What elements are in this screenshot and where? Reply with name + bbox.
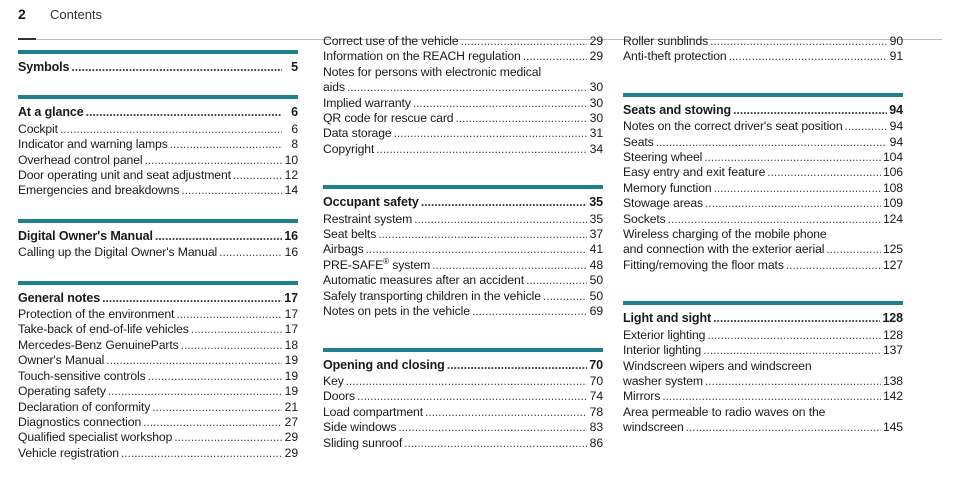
header-rule-accent: [18, 38, 36, 40]
toc-entry[interactable]: Data storage31: [323, 126, 603, 141]
toc-section: At a glance6 Cockpit6 Indicator and warn…: [18, 95, 298, 198]
toc-entry[interactable]: Operating safety19: [18, 384, 298, 399]
toc-heading[interactable]: Light and sight128: [623, 311, 903, 326]
toc-column-3: Roller sunblinds90 Anti-theft protection…: [623, 34, 903, 456]
toc-entry[interactable]: Overhead control panel10: [18, 153, 298, 168]
section-bar: [323, 347, 603, 352]
toc-entry[interactable]: QR code for rescue card30: [323, 111, 603, 126]
toc-section: Opening and closing70 Key70 Doors74 Load…: [323, 347, 603, 451]
toc-entry[interactable]: Automatic measures after an accident50: [323, 273, 603, 288]
toc-entry[interactable]: Restraint system35: [323, 212, 603, 227]
toc-entry[interactable]: Anti-theft protection91: [623, 49, 903, 64]
toc-entry[interactable]: Sliding sunroof86: [323, 436, 603, 451]
toc-section-continued: Correct use of the vehicle29 Information…: [323, 34, 603, 157]
toc-entry[interactable]: Notes on pets in the vehicle69: [323, 304, 603, 319]
toc-section: Occupant safety35 Restraint system35 Sea…: [323, 185, 603, 319]
toc-entry-line[interactable]: Notes for persons with electronic medica…: [323, 64, 542, 79]
toc-entry[interactable]: Doors74: [323, 389, 603, 404]
toc-entry[interactable]: Vehicle registration29: [18, 446, 298, 461]
toc-entry[interactable]: Door operating unit and seat adjustment1…: [18, 168, 298, 183]
toc-entry[interactable]: Take-back of end-of-life vehicles17: [18, 322, 298, 337]
toc-entry[interactable]: and connection with the exterior aerial1…: [623, 242, 903, 257]
toc-entry[interactable]: Side windows83: [323, 420, 603, 435]
section-bar: [18, 50, 298, 54]
toc-entry-line[interactable]: Area permeable to radio waves on the: [623, 404, 826, 419]
toc-section: General notes17 Protection of the enviro…: [18, 280, 298, 461]
toc-heading[interactable]: Digital Owner's Manual16: [18, 229, 298, 244]
toc-entry[interactable]: Notes on the correct driver's seat posit…: [623, 119, 903, 134]
toc-entry[interactable]: Correct use of the vehicle29: [323, 34, 603, 49]
toc-entry[interactable]: Mercedes-Benz GenuineParts18: [18, 338, 298, 353]
toc-entry-line[interactable]: Windscreen wipers and windscreen: [623, 358, 812, 373]
toc-entry[interactable]: Emergencies and breakdowns14: [18, 183, 298, 198]
toc-entry[interactable]: Roller sunblinds90: [623, 34, 903, 49]
toc-entry[interactable]: Mirrors142: [623, 389, 903, 404]
toc-entry[interactable]: Interior lighting137: [623, 343, 903, 358]
toc-entry[interactable]: Information on the REACH regulation29: [323, 49, 603, 64]
toc-heading[interactable]: Occupant safety35: [323, 195, 603, 210]
toc-entry[interactable]: Qualified specialist workshop29: [18, 430, 298, 445]
toc-section: Seats and stowing94 Notes on the correct…: [623, 92, 903, 273]
toc-section: Symbols5: [18, 50, 298, 75]
toc-entry[interactable]: Implied warranty30: [323, 96, 603, 111]
section-bar: [18, 218, 298, 223]
toc-entry[interactable]: Seat belts37: [323, 227, 603, 242]
toc-entry[interactable]: Cockpit6: [18, 122, 298, 137]
toc-entry[interactable]: Load compartment78: [323, 405, 603, 420]
toc-heading[interactable]: Seats and stowing94: [623, 103, 903, 118]
toc-entry-line[interactable]: Wireless charging of the mobile phone: [623, 227, 827, 242]
toc-heading[interactable]: Symbols5: [18, 60, 298, 75]
section-bar: [623, 301, 903, 306]
section-bar: [18, 95, 298, 100]
section-bar: [18, 280, 298, 285]
toc-entry[interactable]: Indicator and warning lamps8: [18, 137, 298, 152]
toc-entry[interactable]: Exterior lighting128: [623, 328, 903, 343]
section-bar: [623, 92, 903, 97]
toc-entry[interactable]: aids30: [323, 80, 603, 95]
toc-heading[interactable]: At a glance6: [18, 105, 298, 120]
toc-section-continued: Roller sunblinds90 Anti-theft protection…: [623, 34, 903, 65]
toc-entry[interactable]: Sockets124: [623, 212, 903, 227]
toc-entry[interactable]: Calling up the Digital Owner's Manual16: [18, 245, 298, 260]
toc-column-1: Symbols5 At a glance6 Cockpit6 Indicator…: [18, 50, 298, 481]
section-bar: [323, 185, 603, 190]
toc-entry[interactable]: PRE-SAFE® system48: [323, 257, 603, 273]
toc-section: Light and sight128 Exterior lighting128 …: [623, 301, 903, 435]
toc-entry[interactable]: Steering wheel104: [623, 150, 903, 165]
toc-entry[interactable]: Owner's Manual19: [18, 353, 298, 368]
toc-entry[interactable]: Safely transporting children in the vehi…: [323, 289, 603, 304]
page-header: 2 Contents: [18, 6, 942, 40]
toc-entry[interactable]: Airbags41: [323, 242, 603, 257]
toc-heading[interactable]: General notes17: [18, 291, 298, 306]
toc-entry[interactable]: Fitting/removing the floor mats127: [623, 258, 903, 273]
toc-entry[interactable]: Touch-sensitive controls19: [18, 369, 298, 384]
toc-entry[interactable]: Diagnostics connection27: [18, 415, 298, 430]
toc-entry[interactable]: Copyright34: [323, 142, 603, 157]
toc-entry[interactable]: Memory function108: [623, 181, 903, 196]
toc-entry[interactable]: washer system138: [623, 374, 903, 389]
page-number: 2: [18, 6, 26, 22]
toc-entry[interactable]: Protection of the environment17: [18, 307, 298, 322]
toc-entry[interactable]: Seats94: [623, 135, 903, 150]
toc-heading[interactable]: Opening and closing70: [323, 358, 603, 373]
toc-section: Digital Owner's Manual16 Calling up the …: [18, 218, 298, 261]
toc-entry[interactable]: Declaration of conformity21: [18, 400, 298, 415]
toc-entry[interactable]: Key70: [323, 374, 603, 389]
page-title: Contents: [50, 7, 103, 22]
toc-entry[interactable]: windscreen145: [623, 420, 903, 435]
toc-entry[interactable]: Easy entry and exit feature106: [623, 165, 903, 180]
toc-column-2: Correct use of the vehicle29 Information…: [323, 34, 603, 471]
toc-entry[interactable]: Stowage areas109: [623, 196, 903, 211]
